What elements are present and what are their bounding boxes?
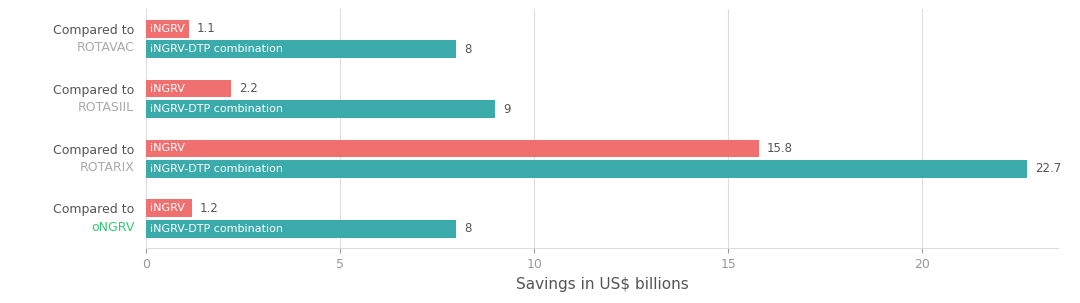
Bar: [146, 20, 189, 38]
Bar: [146, 80, 231, 98]
Text: iNGRV-DTP combination: iNGRV-DTP combination: [150, 104, 283, 114]
Bar: [146, 40, 457, 58]
Bar: [146, 220, 457, 238]
Text: iNGRV-DTP combination: iNGRV-DTP combination: [150, 44, 283, 54]
Text: Compared to: Compared to: [53, 144, 134, 157]
Text: Compared to: Compared to: [53, 24, 134, 37]
Text: 8: 8: [464, 43, 472, 56]
Bar: [146, 160, 1027, 178]
Text: iNGRV: iNGRV: [150, 203, 186, 213]
Bar: [146, 100, 496, 118]
Text: iNGRV: iNGRV: [150, 143, 186, 153]
Text: iNGRV: iNGRV: [150, 24, 186, 34]
Text: iNGRV-DTP combination: iNGRV-DTP combination: [150, 164, 283, 174]
Bar: [146, 140, 759, 157]
Text: 15.8: 15.8: [767, 142, 793, 155]
Text: 9: 9: [503, 103, 511, 116]
Text: 1.1: 1.1: [197, 22, 215, 35]
Text: oNGRV: oNGRV: [91, 221, 134, 234]
Text: ROTASIIL: ROTASIIL: [78, 101, 134, 114]
Text: Compared to: Compared to: [53, 84, 134, 97]
Text: 1.2: 1.2: [200, 202, 219, 215]
X-axis label: Savings in US$ billions: Savings in US$ billions: [516, 277, 688, 292]
Text: iNGRV-DTP combination: iNGRV-DTP combination: [150, 224, 283, 234]
Text: 22.7: 22.7: [1035, 162, 1062, 175]
Text: ROTARIX: ROTARIX: [79, 161, 134, 174]
Text: Compared to: Compared to: [53, 204, 134, 216]
Bar: [146, 199, 192, 217]
Text: ROTAVAC: ROTAVAC: [77, 41, 134, 54]
Text: 8: 8: [464, 222, 472, 235]
Text: iNGRV: iNGRV: [150, 84, 186, 94]
Text: 2.2: 2.2: [239, 82, 258, 95]
